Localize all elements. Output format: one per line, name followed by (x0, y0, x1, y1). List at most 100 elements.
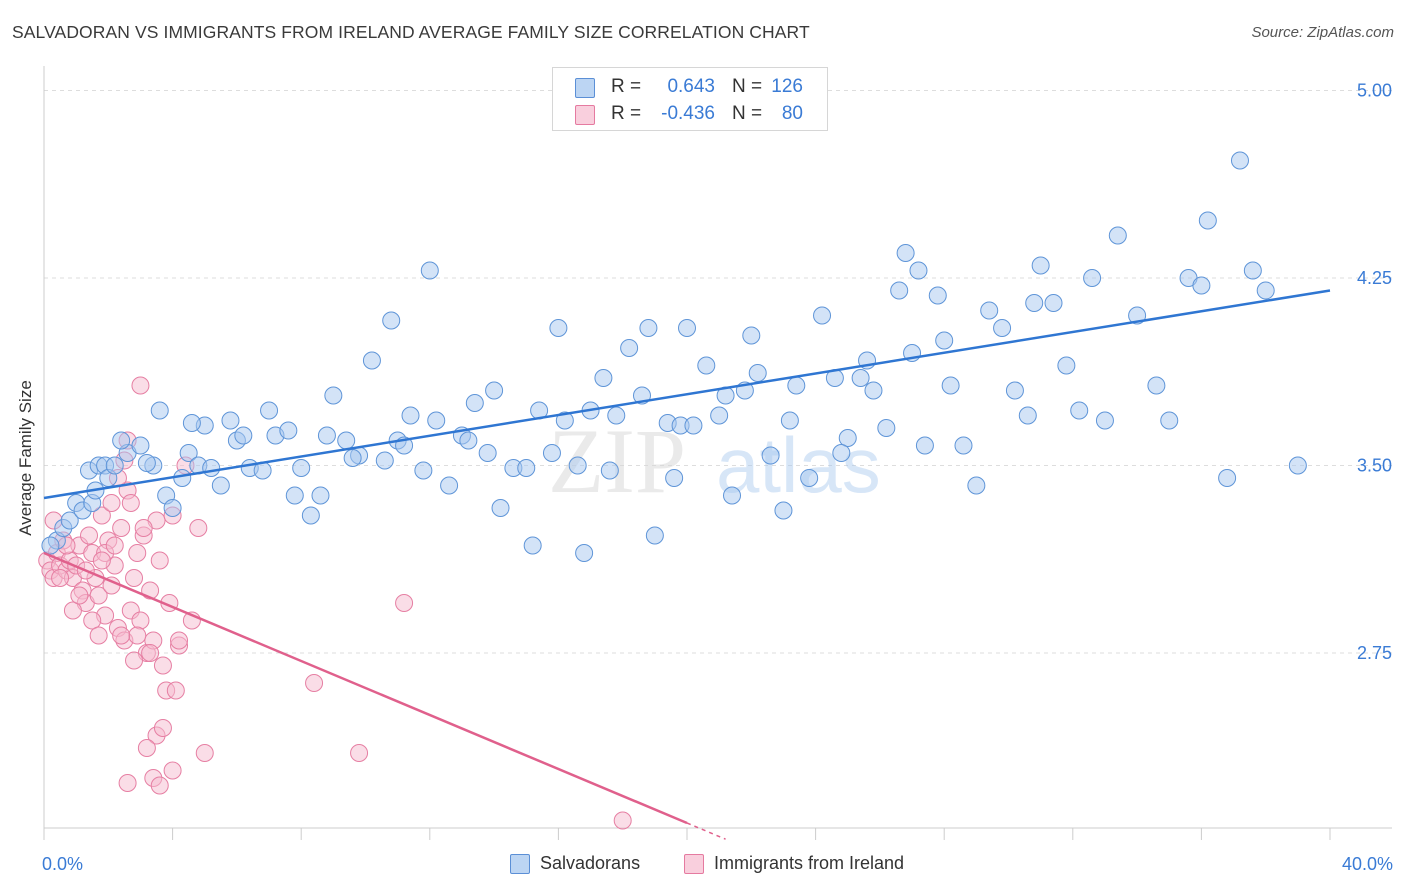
point-salvadorans (179, 444, 198, 462)
point-salvadorans (1288, 456, 1307, 475)
point-ireland (92, 506, 111, 525)
point-salvadorans (909, 261, 928, 280)
point-salvadorans (568, 456, 587, 475)
point-salvadorans (935, 331, 954, 350)
point-ireland (305, 674, 324, 692)
series-immigrants-from-ireland (38, 376, 632, 830)
source-credit: Source: ZipAtlas.com (1251, 24, 1394, 41)
n-label: N = (732, 76, 763, 97)
point-salvadorans (600, 461, 619, 480)
point-ireland (118, 774, 137, 792)
point-salvadorans (813, 306, 832, 325)
point-salvadorans (478, 444, 497, 462)
point-ireland (134, 519, 153, 537)
point-ireland (153, 719, 172, 737)
point-ireland (395, 594, 414, 612)
point-ireland (89, 626, 108, 645)
point-salvadorans (163, 499, 182, 517)
point-salvadorans (787, 376, 806, 395)
x-tick-label-max: 40.0% (1342, 854, 1393, 874)
point-salvadorans (542, 444, 561, 462)
point-salvadorans (993, 319, 1012, 337)
point-salvadorans (941, 376, 960, 395)
point-salvadorans (864, 381, 883, 400)
point-salvadorans (292, 459, 311, 477)
point-ireland (170, 631, 189, 650)
point-ireland (102, 494, 121, 512)
y-tick-labels: 2.75 3.50 4.25 5.00 (1357, 81, 1392, 664)
point-salvadorans (928, 286, 947, 305)
point-ireland (189, 519, 208, 537)
point-ireland (137, 739, 156, 757)
point-ireland (80, 526, 99, 545)
point-ireland (128, 626, 147, 645)
point-salvadorans (182, 414, 201, 432)
point-salvadorans (1070, 401, 1089, 420)
legend-row-salvadorans: R = 0.643 N = 126 (553, 73, 827, 101)
legend-label: Immigrants from Ireland (714, 853, 905, 873)
point-salvadorans (41, 536, 60, 555)
point-salvadorans (211, 476, 230, 495)
y-axis-label: Average Family Size (16, 380, 35, 536)
y-tick-label: 5.00 (1357, 81, 1392, 101)
series-salvadorans (41, 151, 1307, 562)
point-salvadorans (832, 444, 851, 462)
point-ireland (92, 551, 111, 570)
legend-label: Salvadorans (540, 853, 641, 873)
point-ireland (153, 656, 172, 675)
point-salvadorans (1083, 269, 1102, 287)
point-salvadorans (780, 411, 799, 430)
point-salvadorans (260, 401, 279, 420)
point-salvadorans (420, 261, 439, 280)
point-salvadorans (723, 486, 742, 505)
y-tick-label: 3.50 (1357, 456, 1392, 476)
point-salvadorans (1025, 294, 1044, 312)
point-ireland (166, 681, 185, 700)
point-salvadorans (440, 476, 459, 495)
point-salvadorans (607, 406, 626, 425)
point-salvadorans (575, 544, 594, 562)
legend-swatch-pink (684, 854, 704, 874)
point-salvadorans (173, 469, 192, 487)
point-ireland (613, 811, 632, 830)
point-salvadorans (665, 469, 684, 487)
point-salvadorans (414, 461, 433, 480)
point-ireland (163, 761, 182, 780)
legend-swatch-blue (510, 854, 530, 874)
trend-line-salvadorans (43, 289, 1331, 500)
point-salvadorans (1108, 226, 1127, 245)
point-salvadorans (375, 451, 394, 470)
point-salvadorans (678, 319, 696, 337)
point-ireland (141, 644, 160, 662)
point-ireland (112, 519, 131, 537)
point-salvadorans (697, 356, 716, 375)
point-salvadorans (382, 311, 401, 330)
point-salvadorans (1230, 151, 1249, 170)
point-salvadorans (594, 369, 613, 387)
point-salvadorans (105, 456, 124, 475)
point-salvadorans (639, 319, 658, 337)
point-salvadorans (459, 431, 478, 450)
point-salvadorans (112, 431, 131, 450)
legend-row-ireland: R = -0.436 N = 80 (553, 100, 827, 128)
point-salvadorans (761, 446, 780, 465)
point-salvadorans (1192, 276, 1211, 295)
point-salvadorans (401, 406, 420, 425)
point-salvadorans (1057, 356, 1076, 375)
point-salvadorans (915, 436, 934, 455)
point-salvadorans (1160, 411, 1179, 430)
y-tick-label: 2.75 (1357, 643, 1392, 663)
point-salvadorans (967, 476, 986, 495)
point-salvadorans (549, 319, 568, 337)
n-value: 126 (771, 76, 803, 97)
correlation-legend: R = 0.643 N = 126 R = -0.436 N = 80 (552, 67, 828, 131)
point-salvadorans (1243, 261, 1262, 280)
point-salvadorans (337, 431, 356, 450)
point-salvadorans (221, 411, 240, 430)
point-salvadorans (684, 416, 703, 435)
point-ireland (128, 544, 147, 562)
point-salvadorans (523, 536, 542, 555)
chart-title: SALVADORAN VS IMMIGRANTS FROM IRELAND AV… (12, 22, 810, 42)
point-salvadorans (491, 499, 510, 517)
